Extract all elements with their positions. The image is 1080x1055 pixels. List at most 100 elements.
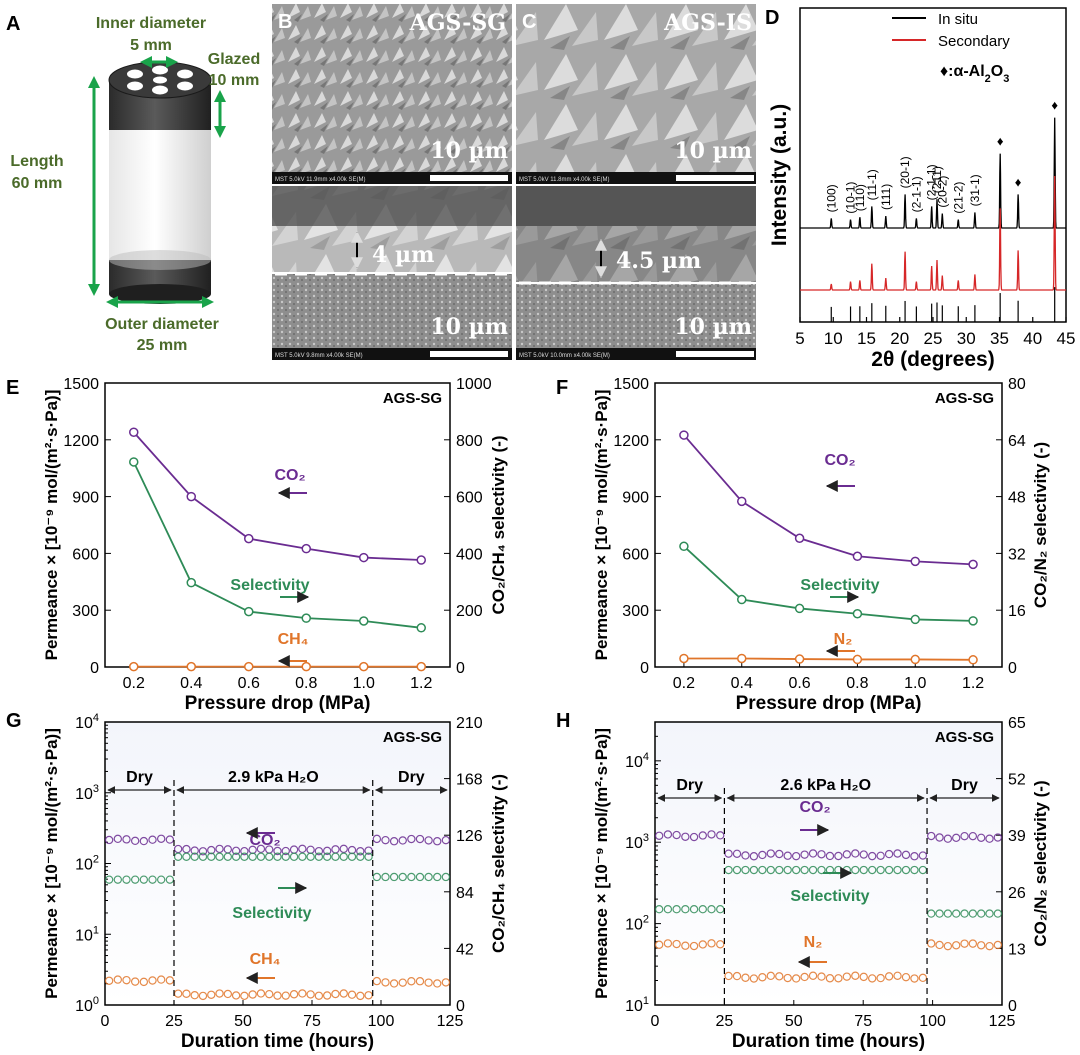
data-point-co2 [190, 846, 199, 855]
data-point-selectivity [322, 852, 332, 861]
scale-label-bottom-b: 10 µm [430, 314, 508, 340]
data-point-co2 [707, 830, 716, 839]
data-point-selectivity [783, 865, 792, 875]
series-annotation-n2: N₂ [804, 934, 823, 951]
data-point-selectivity [852, 609, 863, 619]
data-point-co2 [960, 831, 969, 841]
x-axis-label: Pressure drop (MPa) [185, 693, 371, 714]
data-point-selectivity [148, 875, 157, 884]
y2-tick-label: 800 [456, 433, 483, 450]
data-point-co2 [876, 851, 885, 860]
data-point-ch4 [298, 989, 307, 998]
x-tick-label: 0.6 [238, 675, 260, 692]
data-point-ch4 [301, 661, 311, 672]
data-point-selectivity [281, 852, 290, 861]
data-point-ch4 [347, 990, 357, 999]
data-point-selectivity [707, 905, 716, 914]
data-point-co2 [416, 555, 426, 565]
x-tick-label: 25 [716, 1013, 734, 1030]
data-point-ch4 [407, 977, 416, 986]
data-point-selectivity [737, 594, 747, 605]
data-point-co2 [415, 834, 425, 844]
x-tick-label: 100 [919, 1013, 946, 1030]
x-tick-label: 0 [651, 1013, 660, 1030]
data-point-ch4 [424, 978, 433, 987]
data-point-n2 [654, 940, 664, 949]
series-annotation-co2: CO₂ [249, 832, 280, 849]
data-point-selectivity [356, 852, 365, 861]
series-annotation-selectivity: Selectivity [232, 905, 311, 922]
data-point-n2 [679, 653, 689, 664]
data-point-co2 [298, 844, 307, 854]
data-point-co2 [698, 831, 707, 840]
legend-label-secondary: Secondary [938, 33, 1010, 50]
data-point-ch4 [122, 975, 131, 985]
x-tick-label: 0.4 [731, 675, 753, 692]
y2-tick-label: 600 [456, 490, 483, 507]
length-value: 60 mm [12, 175, 63, 192]
data-point-selectivity [130, 875, 140, 884]
data-point-selectivity [331, 852, 340, 861]
data-point-ch4 [356, 991, 365, 1001]
y-tick-label: 102 [625, 914, 649, 934]
panel-letter: F [556, 377, 568, 399]
data-point-co2 [240, 846, 249, 856]
sample-label: AGS-SG [935, 729, 994, 746]
data-point-n2 [681, 941, 690, 950]
data-point-selectivity [935, 909, 944, 918]
data-point-n2 [758, 973, 767, 982]
data-point-co2 [732, 849, 742, 858]
y2-tick-label: 39 [1008, 828, 1026, 845]
y-tick-label: 103 [75, 783, 99, 803]
data-point-ch4 [139, 977, 149, 987]
series-annotation-selectivity: Selectivity [230, 577, 309, 594]
data-point-ch4 [148, 976, 157, 985]
data-point-selectivity [943, 909, 953, 918]
data-point-n2 [672, 939, 681, 949]
thickness-label-c: 4.5 µm [616, 248, 701, 274]
data-point-n2 [993, 940, 1003, 950]
series-line-co2 [683, 434, 974, 566]
data-point-ch4 [314, 991, 324, 1000]
panel-f: F 0.2 0.4 0.6 0.8 1.0 1.2 Pressure drop (MPa) 0 3… [556, 376, 1050, 714]
data-point-co2 [851, 849, 860, 858]
y-tick-label: 1200 [63, 433, 99, 450]
data-point-co2 [834, 851, 843, 861]
data-point-selectivity [741, 865, 750, 875]
y-tick-label: 101 [625, 995, 649, 1015]
data-point-co2 [122, 835, 131, 844]
data-point-co2 [372, 834, 382, 844]
data-point-n2 [976, 941, 986, 950]
data-point-n2 [698, 940, 707, 949]
y-tick-label: 104 [75, 712, 99, 732]
data-point-selectivity [758, 865, 767, 875]
data-point-n2 [825, 974, 835, 983]
data-point-co2 [356, 847, 365, 856]
data-point-n2 [985, 941, 994, 951]
data-point-selectivity [672, 905, 681, 914]
data-point-selectivity [951, 909, 961, 918]
data-point-ch4 [248, 990, 257, 999]
data-point-selectivity [749, 865, 759, 875]
data-point-selectivity [808, 865, 818, 875]
series-line-n2 [683, 657, 974, 661]
data-point-selectivity [800, 865, 809, 875]
data-point-ch4 [231, 991, 241, 1000]
data-point-co2 [689, 832, 699, 842]
y-tick-label: 102 [75, 854, 99, 874]
x-tick-label: 0.8 [846, 675, 868, 692]
data-point-selectivity [231, 852, 241, 861]
data-point-n2 [775, 972, 784, 981]
data-point-selectivity [165, 875, 175, 884]
data-point-selectivity [415, 872, 425, 882]
data-point-co2 [968, 831, 978, 841]
data-point-co2 [407, 834, 416, 844]
data-point-selectivity [347, 852, 357, 861]
data-point-co2 [791, 851, 801, 861]
data-point-selectivity [182, 852, 191, 861]
y2-tick-label: 200 [456, 603, 483, 620]
peak-label: (20-2) [935, 176, 949, 208]
x-axis-label: Duration time (hours) [181, 1031, 374, 1052]
x-tick-label: 0 [101, 1013, 110, 1030]
